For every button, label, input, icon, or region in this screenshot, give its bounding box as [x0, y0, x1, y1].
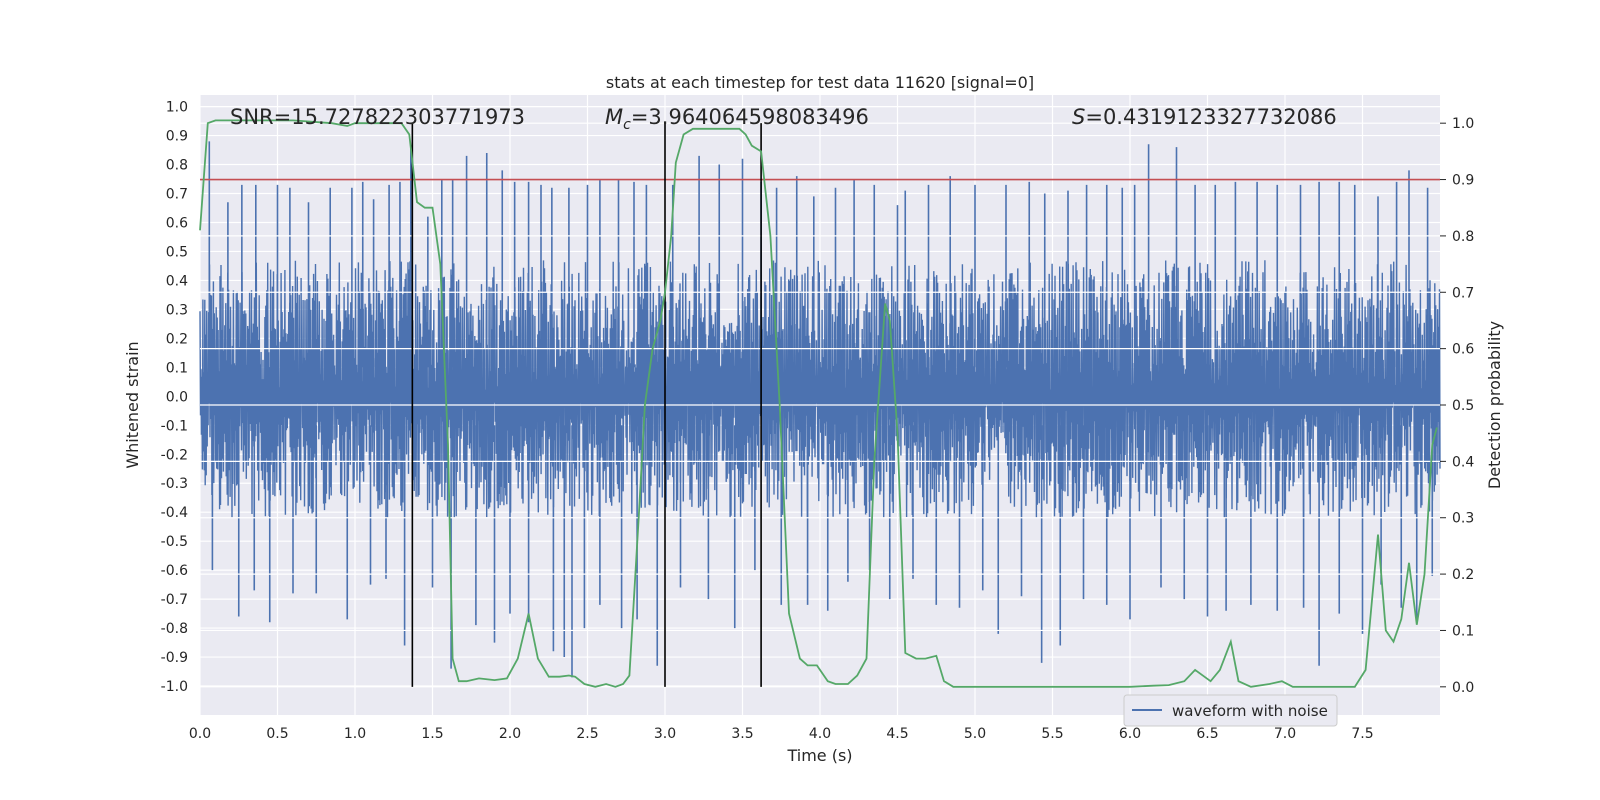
y-right-tick-label: 0.4: [1452, 454, 1474, 470]
y-left-axis-label: Whitened strain: [123, 341, 142, 468]
s-symbol: S: [1072, 105, 1085, 129]
y-left-tick-label: -0.5: [161, 534, 188, 550]
y-left-tick-label: 0.1: [166, 360, 188, 376]
s-annotation: S=0.4319123327732086: [1072, 105, 1337, 129]
x-tick-label: 2.5: [576, 726, 598, 742]
chart-title: stats at each timestep for test data 116…: [606, 73, 1034, 92]
y-left-tick-label: 0.4: [166, 273, 188, 289]
y-left-tick-label: 0.7: [166, 187, 188, 203]
x-tick-label: 0.0: [189, 726, 211, 742]
y-left-tick-label: 0.8: [166, 158, 188, 174]
y-left-tick-label: -1.0: [161, 679, 188, 695]
y-left-tick-label: -0.8: [161, 621, 188, 637]
x-tick-label: 6.5: [1196, 726, 1218, 742]
y-left-tick-label: 0.2: [166, 331, 188, 347]
x-tick-label: 1.5: [421, 726, 443, 742]
y-left-tick-label: 0.3: [166, 302, 188, 318]
chirp-mass-value: =3.964064598083496: [631, 105, 869, 129]
y-right-tick-label: 0.7: [1452, 285, 1474, 301]
y-left-tick-label: -0.1: [161, 418, 188, 434]
x-tick-label: 2.0: [499, 726, 521, 742]
y-left-tick-label: -0.2: [161, 447, 188, 463]
snr-annotation: SNR=15.727822303771973: [230, 105, 525, 129]
x-axis-label: Time (s): [786, 746, 852, 765]
probability-series: [199, 119, 1440, 688]
y-right-tick-label: 0.8: [1452, 229, 1474, 245]
y-right-tick-label: 0.9: [1452, 173, 1474, 189]
y-right-axis-ticks: 1.0 0.9 0.8 0.7 0.6 0.5 0.4 0.3 0.2 0.1 0.0: [1440, 116, 1474, 696]
x-tick-label: 6.0: [1119, 726, 1141, 742]
chirp-mass-annotation: Mc=3.964064598083496: [605, 105, 869, 133]
y-left-tick-label: -0.7: [161, 592, 188, 608]
s-value: =0.4319123327732086: [1085, 105, 1336, 129]
x-axis-ticks: 0.0 0.5 1.0 1.5 2.0 2.5 3.0 3.5 4.0 4.5 5.0 5.5 6.0 6…: [189, 726, 1374, 742]
y-right-tick-label: 0.5: [1452, 398, 1474, 414]
waveform-trace: [199, 260, 1441, 519]
y-left-tick-label: 0.5: [166, 244, 188, 260]
x-tick-label: 7.0: [1274, 726, 1296, 742]
chirp-mass-symbol: M: [605, 105, 623, 129]
y-left-axis-ticks: 1.0 0.9 0.8 0.7 0.6 0.5 0.4 0.3 0.2 0.1 0.0 -0.1 -0.…: [161, 100, 188, 695]
y-right-tick-label: 0.0: [1452, 680, 1474, 696]
legend-label: waveform with noise: [1172, 702, 1328, 720]
y-right-axis-label: Detection probability: [1485, 321, 1504, 489]
chirp-mass-subscript: c: [623, 117, 631, 133]
y-right-tick-label: 0.3: [1452, 511, 1474, 527]
y-right-tick-label: 0.2: [1452, 567, 1474, 583]
x-tick-label: 1.0: [344, 726, 366, 742]
x-tick-label: 5.5: [1041, 726, 1063, 742]
x-tick-label: 3.0: [654, 726, 676, 742]
y-left-tick-label: -0.4: [161, 505, 188, 521]
legend: waveform with noise: [1123, 694, 1338, 727]
y-left-tick-label: 1.0: [166, 100, 188, 116]
y-left-tick-label: -0.3: [161, 476, 188, 492]
y-left-tick-label: 0.9: [166, 129, 188, 145]
y-right-tick-label: 1.0: [1452, 116, 1474, 132]
y-right-tick-label: 0.6: [1452, 342, 1474, 358]
y-left-tick-label: -0.9: [161, 650, 188, 666]
y-right-tick-label: 0.1: [1452, 623, 1474, 639]
x-tick-label: 7.5: [1351, 726, 1373, 742]
y-left-tick-label: -0.6: [161, 563, 188, 579]
probability-line: [199, 119, 1438, 688]
x-tick-label: 4.0: [809, 726, 831, 742]
legend-box: [1123, 694, 1338, 727]
x-tick-label: 0.5: [266, 726, 288, 742]
y-left-tick-label: 0.6: [166, 215, 188, 231]
x-tick-label: 3.5: [731, 726, 753, 742]
x-tick-label: 4.5: [886, 726, 908, 742]
x-tick-label: 5.0: [964, 726, 986, 742]
y-left-tick-label: 0.0: [166, 389, 188, 405]
